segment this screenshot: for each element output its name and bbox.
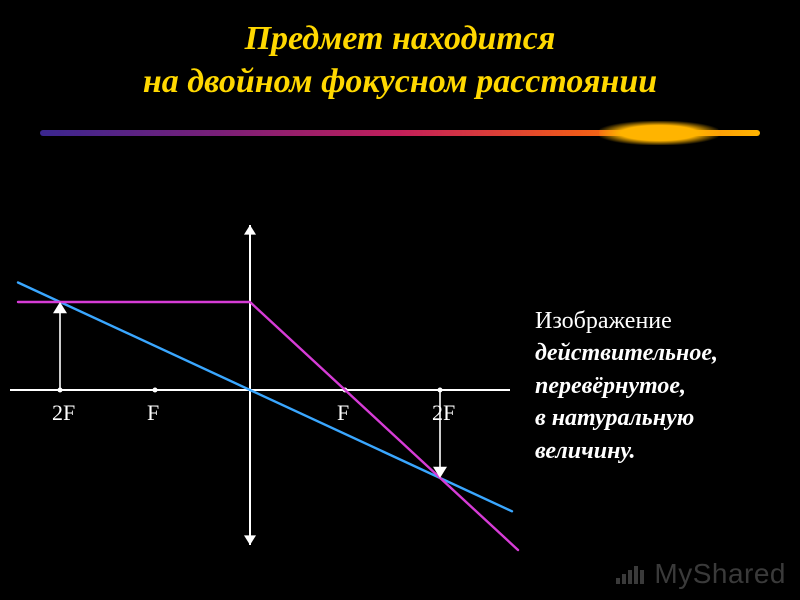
watermark-bars-icon (614, 564, 648, 586)
desc-line-4: величину. (535, 438, 636, 464)
page-title: Предмет находится на двойном фокусном ра… (0, 0, 800, 103)
title-separator (40, 121, 760, 145)
desc-line-2: перевёрнутое, (535, 373, 686, 399)
title-line-1: Предмет находится (245, 20, 556, 57)
label-2F-right: 2F (432, 400, 455, 426)
watermark: MyShared (614, 558, 786, 590)
title-line-2: на двойном фокусном расстоянии (143, 63, 657, 100)
image-description: Изображение действительное, перевёрнутое… (535, 305, 785, 467)
desc-lead: Изображение (535, 308, 672, 334)
desc-line-3: в натуральную (535, 405, 694, 431)
separator-knob (599, 121, 719, 145)
watermark-my: My (654, 558, 692, 589)
label-2F-left: 2F (52, 400, 75, 426)
watermark-shared: Shared (693, 558, 786, 589)
label-F-left: F (147, 400, 159, 426)
diagram-svg (10, 200, 530, 560)
label-F-right: F (337, 400, 349, 426)
optics-diagram: 2F F F 2F (10, 200, 530, 560)
desc-line-1: действительное, (535, 340, 718, 366)
